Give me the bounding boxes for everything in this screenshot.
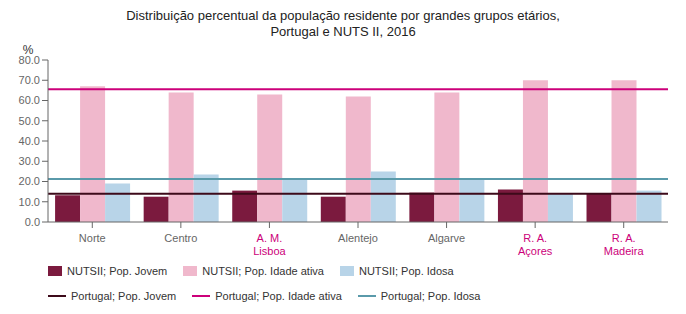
- html-text:NUTSII; Pop. Jovem: NUTSII; Pop. Jovem: [67, 265, 168, 277]
- svg-text:R. A.Açores: R. A.Açores: [518, 232, 553, 257]
- svg-text:Alentejo: Alentejo: [338, 232, 378, 244]
- svg-text:30.0: 30.0: [19, 155, 40, 167]
- svg-text:40.0: 40.0: [19, 135, 40, 147]
- svg-text:R. A.Madeira: R. A.Madeira: [604, 232, 645, 257]
- svg-text:Norte: Norte: [79, 232, 106, 244]
- svg-text:80.0: 80.0: [18, 53, 40, 66]
- svg-text:%: %: [23, 43, 34, 57]
- svg-text:50.0: 50.0: [19, 115, 40, 127]
- html-text:NUTSII; Pop. Idade ativa: NUTSII; Pop. Idade ativa: [202, 265, 324, 277]
- html-text:Portugal; Pop. Idosa: Portugal; Pop. Idosa: [380, 290, 481, 302]
- html-text:Distribuição percentual da pop: Distribuição percentual da população res…: [126, 8, 560, 23]
- html-text:Portugal; Pop. Jovem: Portugal; Pop. Jovem: [71, 290, 177, 302]
- svg-text:70.0: 70.0: [19, 74, 40, 86]
- svg-text:Centro: Centro: [164, 232, 197, 244]
- svg-text:Algarve: Algarve: [428, 232, 465, 244]
- html-text:NUTSII; Pop. Idosa: NUTSII; Pop. Idosa: [358, 265, 454, 277]
- html-text:Portugal e NUTS II, 2016: Portugal e NUTS II, 2016: [270, 24, 416, 39]
- svg-text:20.0: 20.0: [19, 175, 40, 187]
- svg-text:60.0: 60.0: [19, 94, 40, 106]
- svg-text:10.0: 10.0: [19, 196, 40, 208]
- svg-text:0.0: 0.0: [25, 216, 40, 228]
- svg-text:A. M.Lisboa: A. M.Lisboa: [253, 232, 286, 257]
- html-text:Portugal; Pop. Idade ativa: Portugal; Pop. Idade ativa: [215, 290, 342, 302]
